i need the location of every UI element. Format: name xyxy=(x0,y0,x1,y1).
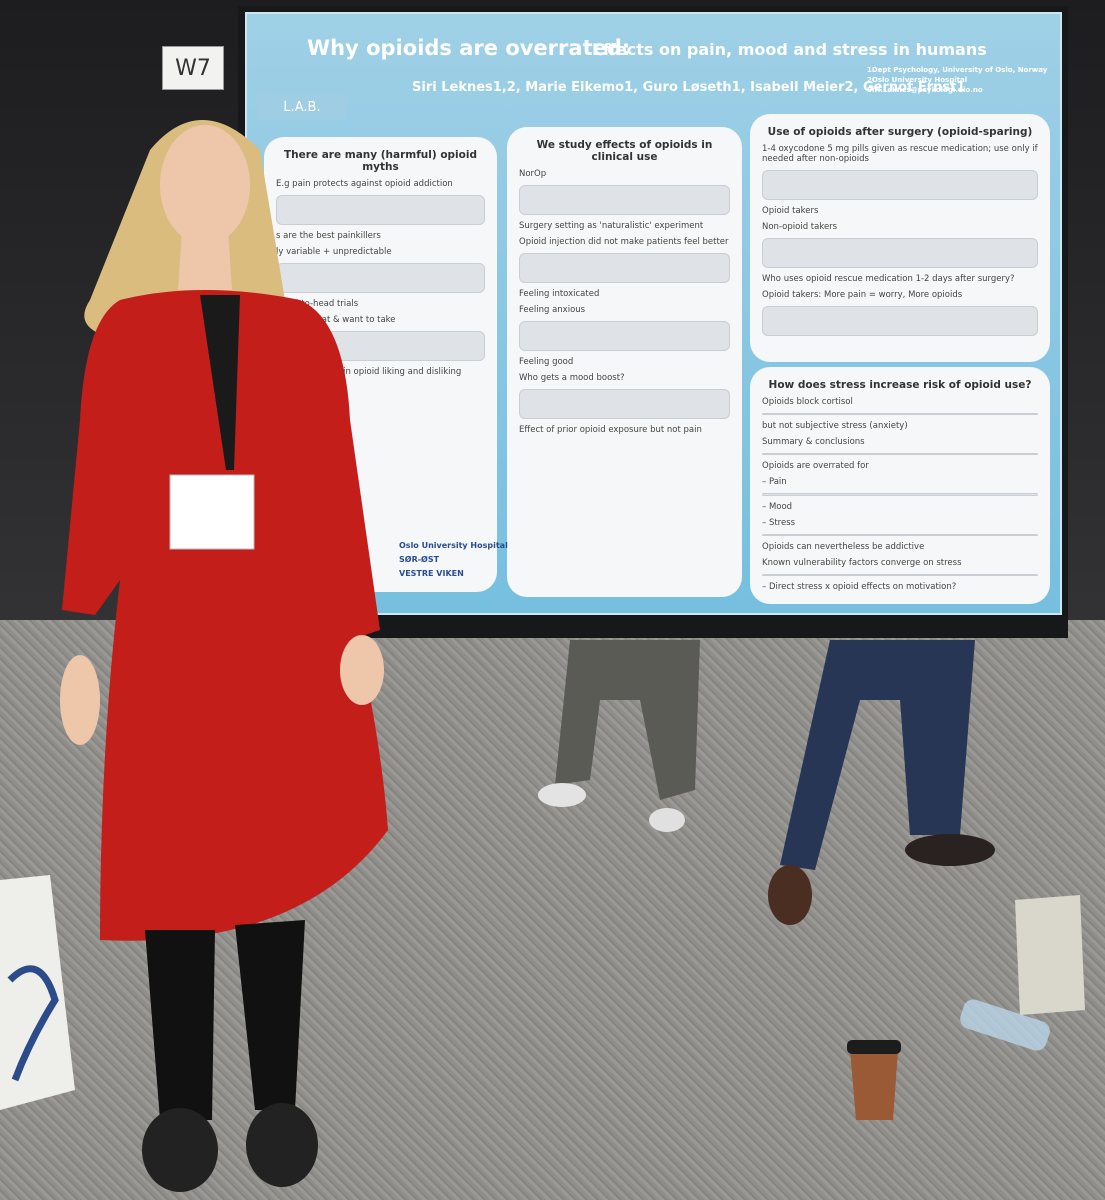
affiliation: 1Dept Psychology, University of Oslo, No… xyxy=(867,66,1048,74)
figure xyxy=(762,493,1038,496)
shoe xyxy=(246,1103,318,1187)
shoe xyxy=(538,783,586,807)
panel-text: but not subjective stress (anxiety) xyxy=(762,421,908,432)
figure xyxy=(276,195,485,225)
panel-text: Feeling good xyxy=(519,357,574,367)
hand xyxy=(60,655,100,745)
coffee-cup xyxy=(850,1050,898,1120)
booth-label: W7 xyxy=(162,46,224,90)
panel-text: – Stress xyxy=(762,517,796,528)
panel: How does stress increase risk of opioid … xyxy=(750,367,1050,604)
water-bottle xyxy=(960,999,1050,1051)
panel-text: s are the best painkillers xyxy=(276,231,381,241)
figure xyxy=(519,389,730,419)
backpack xyxy=(1015,895,1085,1015)
face xyxy=(160,125,250,245)
panel-text: Opioid injection did not make patients f… xyxy=(519,237,729,247)
affiliation: 2Oslo University Hospital xyxy=(867,76,968,84)
panel-text: – Mood xyxy=(762,501,793,512)
panel-text: Head-to-head trials xyxy=(276,299,359,309)
panel-text: ou feel great & want to take xyxy=(276,315,396,325)
panel-text: Non-opioid takers xyxy=(762,222,838,232)
panel-text: Summary & conclusions xyxy=(762,437,865,448)
panel-text: Feeling anxious xyxy=(519,305,586,315)
shoe xyxy=(768,865,812,925)
bag-pattern xyxy=(7,965,59,1082)
leg xyxy=(235,920,305,1110)
poster-title: Why opioids are overrated: xyxy=(307,36,631,60)
panel-text: Feeling intoxicated xyxy=(519,289,600,299)
panel-text: Opioid takers: More pain = worry, More o… xyxy=(762,290,963,300)
panel-text: Who gets a mood boost? xyxy=(519,373,625,383)
panel-text: Known vulnerability factors converge on … xyxy=(762,557,962,568)
panel-text: 1-4 oxycodone 5 mg pills given as rescue… xyxy=(762,144,1038,164)
panel-text: ly variable + unpredictable xyxy=(276,247,392,257)
panel-heading: There are many (harmful) opioid myths xyxy=(284,149,477,173)
lab-logo: L.A.B. xyxy=(257,94,347,120)
logo: SØR-ØST xyxy=(399,555,440,564)
figure xyxy=(762,533,1038,536)
affiliation: Siri.Leknes@psykologi.uio.no xyxy=(867,86,983,94)
panel-text: NorOp xyxy=(519,169,547,179)
leg xyxy=(145,930,215,1120)
shoe xyxy=(905,834,995,866)
panel-text: Who uses opioid rescue medication 1-2 da… xyxy=(762,274,1015,284)
person-legs xyxy=(555,640,700,800)
panel-text: Opioids block cortisol xyxy=(762,397,853,407)
panel-text: Opioids can nevertheless be addictive xyxy=(762,541,925,552)
panel-text: High variability in opioid liking and di… xyxy=(276,367,462,377)
poster-authors: Siri Leknes1,2, Marie Eikemo1, Guro Løse… xyxy=(412,80,966,95)
figure xyxy=(762,306,1038,336)
panel-text: – Direct stress x opioid effects on moti… xyxy=(762,582,957,593)
person-legs xyxy=(780,640,975,870)
panel-text: Effect of prior opioid exposure but not … xyxy=(519,425,702,435)
panel-text: E.g pain protects against opioid addicti… xyxy=(276,179,453,189)
dress xyxy=(62,290,388,941)
hand xyxy=(340,635,384,705)
panel-text: Surgery setting as 'naturalistic' experi… xyxy=(519,221,704,231)
logo: VESTRE VIKEN xyxy=(399,569,464,578)
poster-subtitle: Effects on pain, mood and stress in huma… xyxy=(592,40,987,59)
name-badge xyxy=(169,474,255,550)
panel-heading: We study effects of opioids in clinical … xyxy=(536,139,713,163)
panel-text: Opioid takers xyxy=(762,206,819,216)
figure xyxy=(762,413,1038,416)
figure xyxy=(762,170,1038,200)
shoe xyxy=(142,1108,218,1192)
figure xyxy=(762,238,1038,268)
panel: We study effects of opioids in clinical … xyxy=(507,127,742,597)
panel-heading: Use of opioids after surgery (opioid-spa… xyxy=(767,126,1033,138)
figure xyxy=(519,185,730,215)
panel-heading: How does stress increase risk of opioid … xyxy=(768,379,1032,391)
neck xyxy=(178,230,232,290)
figure xyxy=(519,321,730,351)
figure xyxy=(762,453,1038,456)
panel-text: – Pain xyxy=(762,477,787,488)
figure xyxy=(519,253,730,283)
lanyard xyxy=(200,295,240,470)
cup-lid xyxy=(847,1040,901,1054)
shoe xyxy=(649,808,685,832)
panel-text: Opioids are overrated for xyxy=(762,461,869,472)
tote-bag xyxy=(0,875,75,1110)
logo: Oslo University Hospital xyxy=(399,541,508,550)
figure xyxy=(276,263,485,293)
figure xyxy=(762,573,1038,577)
panel: Use of opioids after surgery (opioid-spa… xyxy=(750,114,1050,362)
